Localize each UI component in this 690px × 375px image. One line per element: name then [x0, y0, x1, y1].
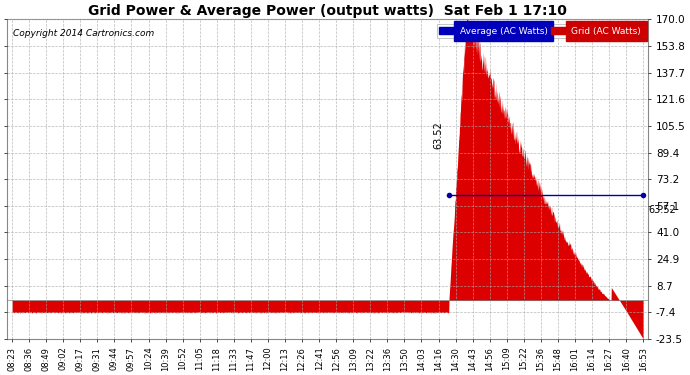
- Title: Grid Power & Average Power (output watts)  Sat Feb 1 17:10: Grid Power & Average Power (output watts…: [88, 4, 567, 18]
- Text: Copyright 2014 Cartronics.com: Copyright 2014 Cartronics.com: [13, 29, 155, 38]
- Text: 63.52: 63.52: [649, 205, 676, 215]
- Text: 63.52: 63.52: [434, 121, 444, 149]
- Legend: Average (AC Watts), Grid (AC Watts): Average (AC Watts), Grid (AC Watts): [437, 24, 644, 38]
